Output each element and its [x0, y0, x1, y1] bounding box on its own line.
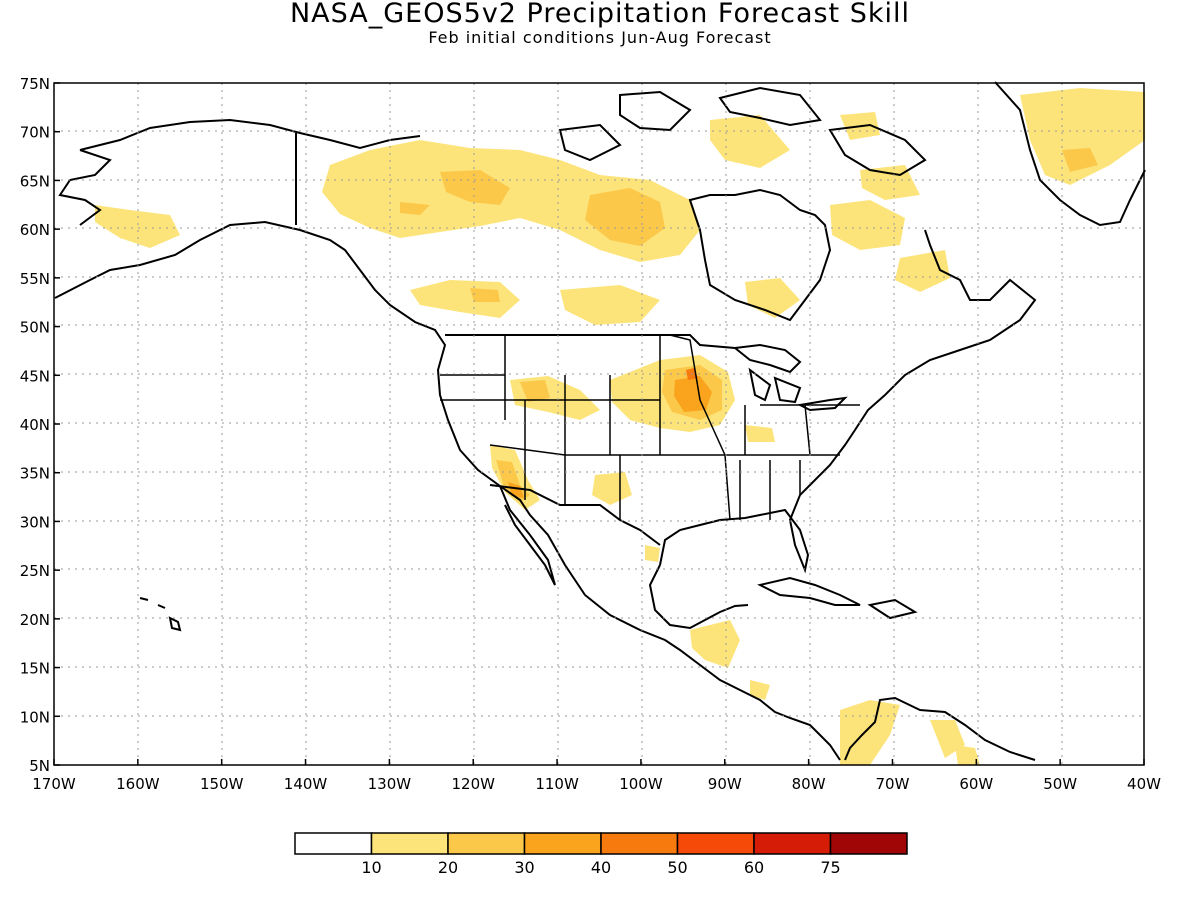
us-canada-border [445, 334, 736, 349]
us-mexico-border [489, 484, 661, 546]
lon-label: 150W [200, 775, 244, 793]
arctic-islands-outline [558, 86, 927, 177]
lon-label: 110W [535, 775, 579, 793]
lat-label: 70N [20, 124, 50, 142]
lat-label: 60N [20, 221, 50, 239]
skill-region-ohio-valley [745, 425, 775, 442]
colorbar [294, 832, 908, 855]
lat-label: 10N [20, 708, 50, 726]
north-america-outline [54, 220, 1036, 761]
lon-label: 90W [708, 775, 742, 793]
colorbar-swatch [753, 832, 832, 855]
map-title: NASA_GEOS5v2 Precipitation Forecast Skil… [289, 0, 911, 29]
lat-label: 45N [20, 367, 50, 385]
hispaniola-outline [867, 598, 918, 620]
lon-label: 70W [876, 775, 910, 793]
lon-label: 100W [619, 775, 663, 793]
skill-region-rockies-mid [520, 380, 550, 402]
lon-label: 60W [959, 775, 993, 793]
skill-region-greenland-mid [1062, 148, 1098, 172]
lon-label: 120W [451, 775, 495, 793]
greenland-outline [994, 81, 1146, 227]
land-outlines [54, 81, 1146, 761]
lat-label: 20N [20, 611, 50, 629]
colorbar-swatch [294, 832, 373, 855]
colorbar-swatch [600, 832, 679, 855]
skill-region-alaska [95, 205, 180, 248]
skill-region-arctic-islands [710, 112, 920, 200]
lat-label: 75N [20, 75, 50, 93]
colorbar-swatch [447, 832, 526, 855]
colorbar-label: 40 [591, 858, 611, 877]
skill-region-quebec [745, 200, 950, 318]
lon-label: 160W [116, 775, 160, 793]
skill-region-canada-north-mid [400, 170, 665, 246]
colorbar-swatch [370, 832, 449, 855]
lon-label: 80W [792, 775, 826, 793]
colorbar-swatch [676, 832, 755, 855]
skill-region-prairies-mid [470, 288, 500, 302]
skill-region-south-america [840, 700, 980, 765]
lon-label: 140W [284, 775, 328, 793]
colorbar-label: 10 [361, 858, 381, 877]
colorbar-label: 75 [820, 858, 840, 877]
us-east-coast [659, 229, 1037, 574]
lat-label: 65N [20, 172, 50, 190]
lat-label: 25N [20, 562, 50, 580]
alaska-north-coast [79, 118, 421, 151]
skill-shading [95, 88, 1145, 765]
lon-label: 130W [368, 775, 412, 793]
latitude-labels: 75N 70N 65N 60N 55N 50N 45N 40N 35N 30N 25N 20N 15N 1… [20, 75, 50, 775]
hawaii-outline [139, 597, 182, 632]
colorbar-swatch [523, 832, 602, 855]
colorbar-label: 60 [744, 858, 764, 877]
skill-region-prairies [410, 280, 660, 325]
colorbar-label: 50 [667, 858, 687, 877]
great-lakes-outline [732, 343, 848, 412]
cuba-outline [757, 576, 861, 606]
colorbar-swatch [829, 832, 908, 855]
lat-label: 55N [20, 270, 50, 288]
tick-marks [53, 82, 1145, 766]
lat-label: 5N [29, 757, 50, 775]
alaska-west-coast [58, 149, 112, 226]
longitude-labels: 170W 160W 150W 140W 130W 120W 110W 100W 90W 80W 70… [32, 775, 1161, 793]
lon-label: 170W [32, 775, 76, 793]
colorbar-label: 20 [438, 858, 458, 877]
hudson-bay-outline [688, 188, 832, 322]
lon-label: 50W [1043, 775, 1077, 793]
map-subtitle: Feb initial conditions Jun-Aug Forecast [428, 28, 772, 47]
lat-label: 35N [20, 465, 50, 483]
lat-label: 50N [20, 319, 50, 337]
skill-region-greenland [1020, 88, 1145, 185]
mexico-gulf-coast [648, 564, 749, 630]
skill-region-midwest-high [674, 376, 712, 412]
colorbar-labels: 10 20 30 40 50 60 75 [361, 858, 840, 877]
baja-california [499, 485, 556, 586]
colorbar-label: 30 [514, 858, 534, 877]
lat-label: 15N [20, 660, 50, 678]
skill-region-central-america [645, 545, 770, 700]
lat-label: 40N [20, 416, 50, 434]
lon-label: 40W [1127, 775, 1161, 793]
lat-label: 30N [20, 513, 50, 531]
